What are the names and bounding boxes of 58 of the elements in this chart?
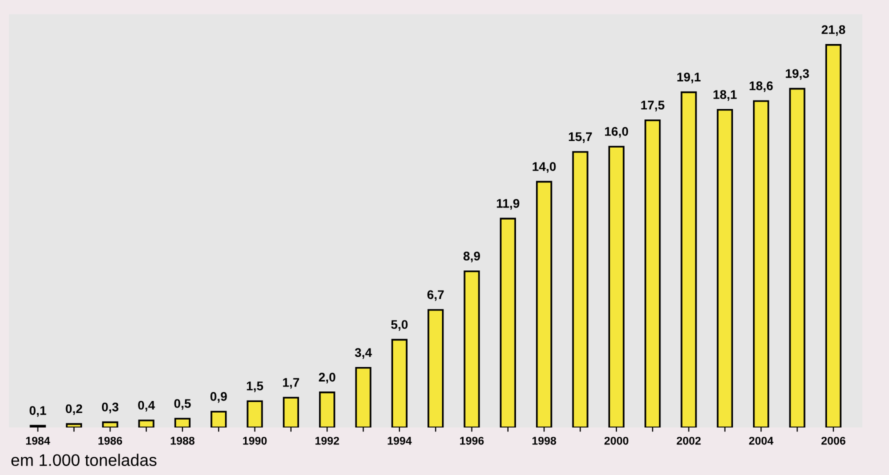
data-label: 1,7 — [283, 378, 300, 389]
bar — [391, 338, 408, 428]
data-label: 15,7 — [568, 132, 592, 143]
data-label: 21,8 — [822, 25, 846, 36]
bar — [355, 366, 372, 428]
bar — [825, 44, 842, 428]
data-label: 19,3 — [786, 69, 809, 80]
bar — [753, 100, 770, 428]
data-label: 0,4 — [138, 400, 155, 412]
x-tick-label: 1992 — [315, 436, 340, 445]
x-tick-label: 2002 — [676, 436, 701, 445]
data-label: 6,7 — [427, 290, 444, 301]
data-label: 0,5 — [174, 399, 191, 410]
data-label: 17,5 — [641, 100, 664, 112]
data-label: 2,0 — [318, 372, 336, 384]
text: em 1.000 toneladas — [11, 454, 156, 466]
bar — [536, 180, 552, 428]
x-tick-label: 1986 — [98, 436, 122, 445]
bar — [572, 151, 588, 428]
data-label: 18,6 — [750, 81, 773, 92]
data-label: 19,1 — [677, 72, 701, 84]
x-tick-label: 1998 — [532, 436, 556, 445]
data-label: 0,3 — [102, 402, 118, 414]
data-label: 3,4 — [354, 348, 372, 359]
data-label: 11,9 — [496, 198, 520, 210]
x-tick-label: 2004 — [749, 436, 774, 445]
x-tick-label: 1984 — [26, 436, 50, 445]
bar — [210, 410, 227, 428]
x-tick-label: 2000 — [604, 436, 628, 445]
bar — [464, 270, 480, 428]
bar — [789, 88, 806, 428]
data-label: 18,1 — [714, 90, 737, 101]
x-tick-label: 1996 — [460, 436, 484, 445]
x-tick-label: 1994 — [388, 436, 412, 445]
bar — [174, 418, 191, 428]
bar — [716, 108, 733, 428]
bar — [644, 120, 661, 428]
bar — [246, 400, 263, 428]
bar — [138, 420, 154, 428]
x-tick-label: 1990 — [243, 436, 267, 445]
bar — [608, 146, 624, 428]
bar — [500, 218, 516, 428]
bar — [66, 423, 82, 428]
x-tick-label: 2006 — [821, 436, 846, 445]
data-label: 1,5 — [246, 382, 264, 392]
data-label: 14,0 — [532, 162, 556, 173]
data-label: 5,0 — [391, 320, 408, 331]
bar — [428, 309, 444, 428]
bar — [680, 91, 697, 428]
data-label: 8,9 — [463, 252, 480, 262]
data-label: 0,1 — [30, 406, 46, 417]
bar — [282, 396, 300, 428]
bar — [102, 421, 118, 428]
x-tick-label: 1988 — [170, 436, 194, 445]
bar — [319, 392, 336, 428]
data-label: 0,9 — [210, 392, 227, 403]
data-label: 16,0 — [605, 127, 628, 138]
data-label: 0,2 — [66, 404, 82, 415]
